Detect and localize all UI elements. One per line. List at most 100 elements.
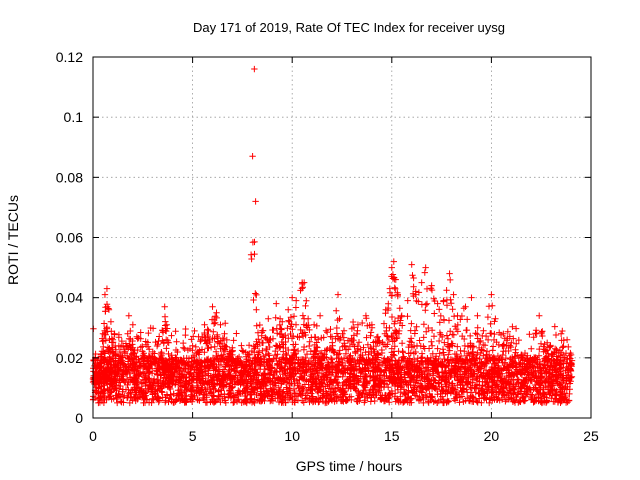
roti-point — [508, 339, 515, 346]
roti-point — [310, 321, 318, 328]
grid-layer — [93, 57, 591, 418]
roti-point — [300, 279, 308, 286]
roti-point — [161, 303, 168, 310]
roti-point — [322, 327, 330, 334]
roti-point — [348, 336, 356, 343]
roti-point — [189, 342, 196, 349]
roti-point — [115, 342, 123, 349]
roti-point — [354, 321, 362, 328]
data-points — [89, 65, 576, 407]
roti-point — [450, 291, 457, 298]
roti-point — [181, 345, 188, 353]
y-axis-label: ROTI / TECUs — [5, 195, 21, 285]
y-tick-label: 0.12 — [56, 49, 83, 65]
y-tick-label: 0.08 — [56, 169, 83, 185]
roti-points-bulk — [89, 153, 576, 407]
roti-point — [340, 327, 348, 334]
roti-point — [121, 348, 129, 356]
roti-point — [205, 327, 212, 334]
roti-point — [408, 261, 415, 268]
x-tick-label: 25 — [583, 428, 599, 444]
roti-point — [404, 297, 411, 304]
roti-point — [480, 327, 487, 334]
roti-point — [109, 336, 117, 343]
x-axis-label: GPS time / hours — [296, 458, 403, 474]
roti-point — [528, 345, 535, 353]
roti-point — [125, 312, 133, 319]
roti-point — [392, 276, 399, 283]
roti-point — [201, 321, 208, 328]
chart-title: Day 171 of 2019, Rate Of TEC Index for r… — [193, 20, 505, 35]
roti-point — [454, 312, 461, 319]
roti-point — [304, 315, 312, 322]
y-tick-label: 0.04 — [56, 290, 83, 306]
y-tick-label: 0.1 — [64, 109, 84, 125]
roti-point — [163, 321, 170, 328]
roti-point — [536, 312, 543, 319]
roti-point — [462, 303, 469, 310]
roti-point — [390, 258, 397, 265]
roti-point — [434, 300, 441, 307]
roti-point — [221, 330, 228, 337]
x-tick-label: 0 — [89, 428, 97, 444]
roti-point — [217, 321, 224, 328]
roti-point — [213, 309, 220, 316]
roti-point — [398, 312, 405, 319]
roti-point — [101, 291, 109, 298]
roti-point — [382, 306, 390, 313]
y-tick-label: 0 — [75, 410, 83, 426]
roti-point — [557, 330, 565, 337]
y-tick-label: 0.02 — [56, 350, 83, 366]
roti-point — [229, 351, 236, 359]
x-tick-label: 15 — [384, 428, 400, 444]
roti-point — [386, 285, 394, 292]
roti-point — [446, 270, 453, 277]
roti-point — [155, 357, 162, 365]
roti-point — [316, 312, 324, 319]
roti-point — [289, 294, 296, 301]
roti-point — [440, 297, 447, 304]
x-tick-label: 5 — [189, 428, 197, 444]
roti-point — [468, 294, 475, 301]
roti-point — [500, 330, 507, 337]
roti-point — [368, 321, 376, 328]
roti-point — [551, 345, 559, 353]
roti-point — [388, 264, 395, 271]
roti-point — [292, 297, 300, 304]
roti-point — [173, 354, 180, 362]
roti-point — [362, 312, 370, 319]
roti-point — [567, 351, 575, 359]
roti-point — [259, 327, 266, 334]
roti-point — [422, 264, 429, 271]
roti-point — [488, 291, 495, 298]
roti-point — [107, 318, 115, 325]
x-tick-label: 10 — [284, 428, 300, 444]
roti-point — [141, 354, 148, 362]
roti-point — [103, 285, 111, 292]
roti-point — [237, 357, 244, 365]
roti-point — [285, 306, 292, 313]
roti-point — [328, 333, 336, 340]
roti-point — [165, 339, 172, 346]
roti-point — [418, 279, 425, 286]
roti-point — [265, 315, 272, 322]
roti-point — [279, 318, 286, 325]
roti-point — [518, 351, 525, 359]
tick-layer: 0 0.02 0.04 0.06 0.08 0.1 0.12 0 5 10 15 20 25 — [56, 49, 599, 444]
roti-point — [209, 303, 216, 310]
roti-point — [99, 330, 107, 337]
x-tick-label: 20 — [484, 428, 500, 444]
roti-point — [543, 339, 551, 346]
roti-point — [149, 348, 156, 356]
roti-point — [428, 282, 435, 289]
roti-point — [251, 65, 258, 73]
roti-point — [412, 291, 419, 298]
roti-point — [133, 333, 141, 340]
roti-point — [245, 351, 252, 359]
roti-point — [129, 321, 137, 328]
roti-point — [474, 312, 481, 319]
y-tick-label: 0.06 — [56, 230, 83, 246]
roti-point — [253, 306, 260, 313]
